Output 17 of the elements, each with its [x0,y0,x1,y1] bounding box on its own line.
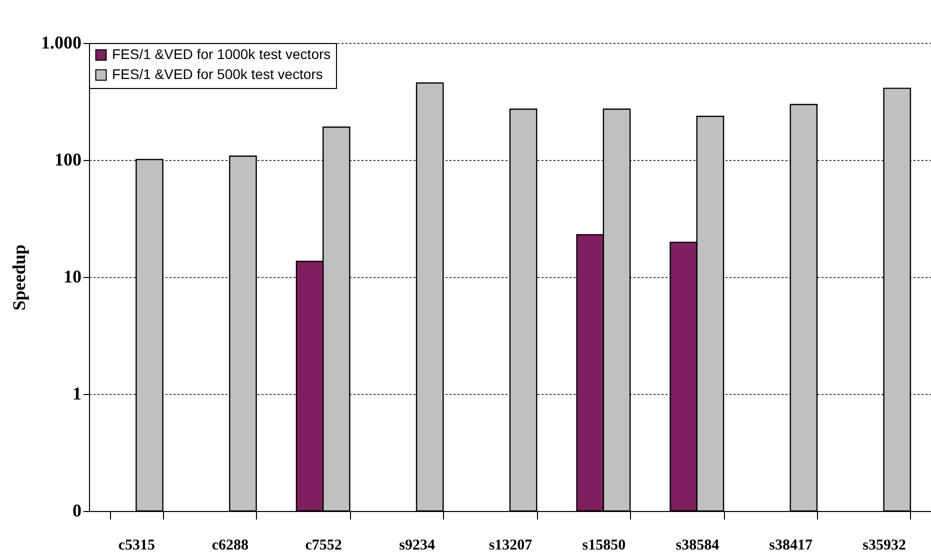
y-tick-label: 1.000 [41,32,82,52]
y-tick-label: 100 [54,150,82,170]
x-tick-label: s38417 [769,538,814,552]
x-tick-label: s9234 [399,538,436,552]
x-tick-label: s15850 [582,538,626,552]
y-axis-title: Speedup [9,244,29,311]
x-tick-label: c6288 [212,538,248,552]
x-tick-label: s38584 [676,538,720,552]
x-tick-label: s35932 [862,538,906,552]
y-tick-label: 1 [72,384,82,404]
x-tick-label: c5315 [118,538,156,552]
x-tick-label: c7552 [305,538,342,552]
x-tick-label: s13207 [488,538,533,552]
legend-label: FES/1 &VED for 500k test vectors [112,66,323,82]
legend-label: FES/1 &VED for 1000k test vectors [112,46,331,62]
y-tick-label: 10 [64,266,82,286]
y-tick-label: 0 [72,500,82,520]
